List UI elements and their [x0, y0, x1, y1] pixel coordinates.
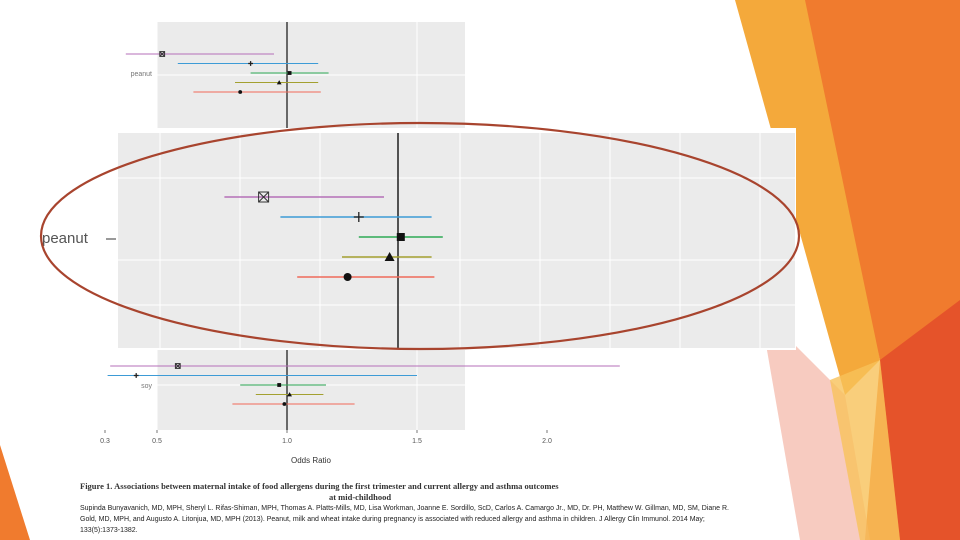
zoom-estimate-marker-x2 [258, 191, 269, 203]
estimate-marker [276, 80, 282, 85]
callout-ellipse [39, 121, 801, 351]
estimate-marker [287, 71, 292, 75]
facet-gold [735, 0, 880, 395]
zoom-group-label: peanut [42, 230, 89, 247]
x-axis-ticks: 0.3 0.5 1.0 1.5 2.0 [100, 430, 552, 445]
forest-groups: peanut soy [107, 51, 620, 406]
forest-group-label: soy [141, 383, 152, 390]
x-tick-label: 0.5 [152, 438, 162, 445]
estimate-marker [159, 51, 166, 57]
peanut-zoom-inset: peanut [42, 128, 796, 350]
zoom-grid [118, 133, 795, 348]
estimate-marker [277, 383, 282, 387]
zoom-panel [118, 133, 795, 348]
zoom-estimate-marker [343, 273, 352, 281]
forest-group-soy: soy [107, 363, 620, 406]
estimate-marker-box [174, 363, 181, 369]
figure-caption-line2: at mid-childhood [328, 492, 392, 502]
zoom-estimate-marker-box [258, 191, 270, 203]
facet-red [880, 300, 960, 540]
x-tick-label: 1.0 [282, 438, 292, 445]
facet-left-orange [0, 445, 30, 540]
facet-salmon [760, 310, 870, 540]
estimate-marker [282, 402, 287, 406]
zoom-estimate-marker [396, 233, 405, 241]
estimate-marker [248, 61, 253, 66]
estimate-marker-x2 [159, 51, 165, 57]
forest-group-peanut: peanut [125, 51, 329, 94]
zoom-series [224, 191, 443, 281]
facet-light-gold [830, 360, 900, 540]
x-tick-label: 0.3 [100, 438, 110, 445]
estimate-marker [287, 392, 292, 397]
x-tick-label: 2.0 [542, 438, 552, 445]
x-tick-label: 1.5 [412, 438, 422, 445]
zoom-estimate-marker [353, 212, 364, 222]
figure-caption: Figure 1. Associations between maternal … [80, 481, 640, 503]
zoom-estimate-marker [258, 191, 270, 203]
zoom-estimate-marker [384, 252, 395, 261]
estimate-marker-x2 [175, 363, 181, 369]
estimate-marker [238, 90, 243, 94]
estimate-marker [133, 373, 139, 378]
forest-group-label: peanut [131, 71, 152, 78]
citation-text: Supinda Bunyavanich, MD, MPH, Sheryl L. … [80, 505, 730, 534]
figure-caption-title: Figure 1. Associations between maternal … [80, 481, 559, 491]
estimate-marker-box [159, 51, 166, 57]
estimate-marker [174, 363, 181, 369]
x-axis-label: Odds Ratio [291, 456, 332, 465]
